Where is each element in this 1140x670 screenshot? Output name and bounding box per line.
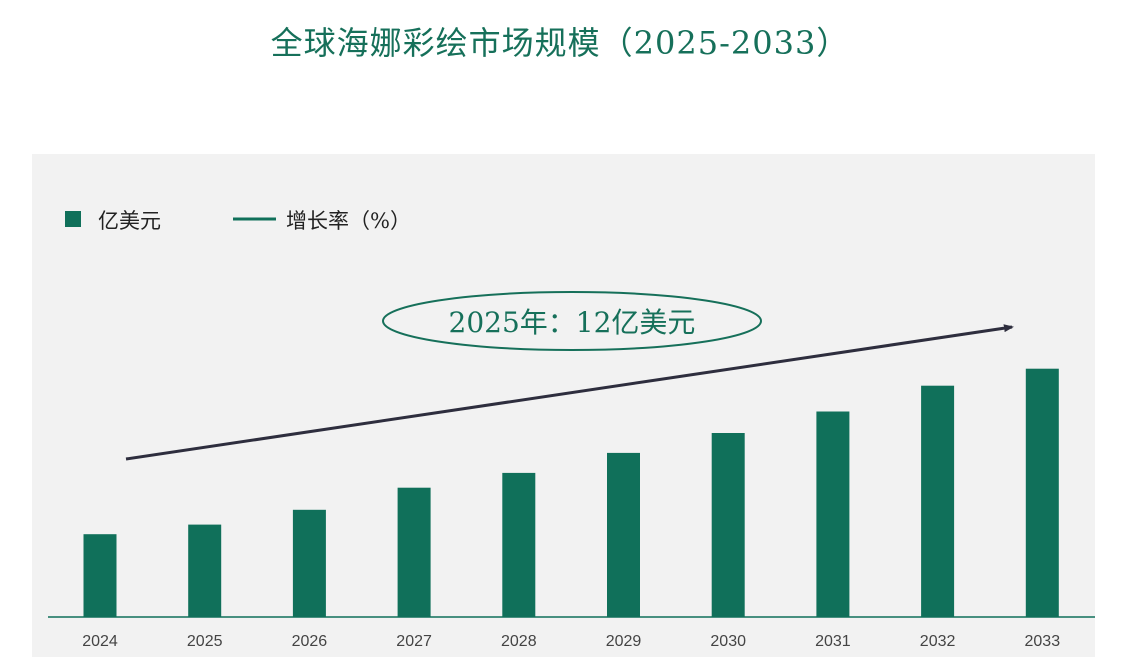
trend-arrow <box>125 324 1014 461</box>
bar-2030 <box>711 433 745 617</box>
bar-2031 <box>816 411 850 617</box>
bar-2032 <box>921 385 955 617</box>
x-tick-labels: 2024 2025 2026 2027 2028 2029 2030 2031 2032 2033 <box>82 633 1060 650</box>
bar-2028 <box>502 472 536 617</box>
x-tick-label-2031: 2031 <box>815 633 851 650</box>
legend-label-bar: 亿美元 <box>98 209 161 233</box>
legend-swatch-bar <box>65 211 81 227</box>
legend-label-line: 增长率（%） <box>286 209 411 233</box>
x-tick-label-2027: 2027 <box>396 633 432 650</box>
bar-2029 <box>607 452 640 617</box>
x-tick-label-2028: 2028 <box>501 633 537 650</box>
annotation-ellipse <box>382 291 762 351</box>
x-tick-label-2025: 2025 <box>187 633 223 650</box>
x-tick-label-2024: 2024 <box>82 633 118 650</box>
bar-2026 <box>292 509 326 617</box>
x-tick-label-2033: 2033 <box>1025 633 1061 650</box>
bar-2027 <box>397 487 431 617</box>
x-tick-label-2030: 2030 <box>710 633 746 650</box>
x-tick-label-2032: 2032 <box>920 633 956 650</box>
chart-title: 全球海娜彩绘市场规模（2025-2033） <box>270 24 850 62</box>
bar-2033 <box>1025 368 1059 617</box>
x-tick-label-2026: 2026 <box>292 633 328 650</box>
bar-group <box>83 368 1059 617</box>
annotation-text: 2025年：12亿美元 <box>449 306 696 339</box>
bar-2025 <box>188 524 222 617</box>
bar-2024 <box>83 534 117 617</box>
x-tick-label-2029: 2029 <box>606 633 642 650</box>
